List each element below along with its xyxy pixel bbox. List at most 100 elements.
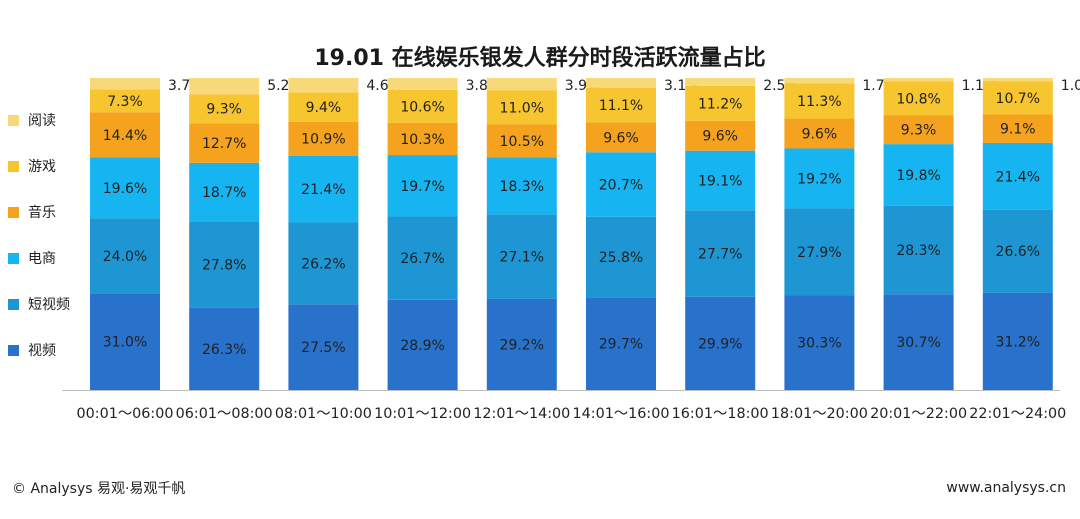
bar-segment <box>486 124 557 158</box>
x-tick-label: 06:01～08:00 <box>176 406 273 422</box>
data-label: 27.9% <box>797 245 841 261</box>
data-label: 29.9% <box>698 336 742 352</box>
bar-segment <box>387 299 458 390</box>
data-label: 29.7% <box>599 337 643 353</box>
bar-segment <box>982 81 1053 115</box>
bar-segment <box>883 81 954 116</box>
bar-segment <box>883 115 954 145</box>
website-url: www.analysys.cn <box>946 480 1066 496</box>
legend-label: 音乐 <box>28 205 56 221</box>
data-label: 31.2% <box>996 334 1040 350</box>
chart-title: 19.01 在线娱乐银发人群分时段活跃流量占比 <box>314 46 766 71</box>
legend: 阅读 游戏 音乐 电商 短视频 视频 <box>8 110 88 386</box>
x-tick-label: 10:01～12:00 <box>374 406 471 422</box>
data-label: 10.3% <box>400 132 444 148</box>
bar-segment <box>189 307 260 390</box>
bar-segment <box>486 298 557 390</box>
data-label: 14.4% <box>103 128 147 144</box>
bar-segment <box>189 123 260 163</box>
bar-segment <box>982 292 1053 390</box>
x-tick-label: 00:01～06:00 <box>77 406 174 422</box>
bar-segment <box>288 155 359 223</box>
bar-segment <box>883 78 954 82</box>
data-label: 1.0% <box>1061 78 1080 94</box>
data-label: 27.5% <box>301 340 345 356</box>
bar-segment <box>90 89 160 113</box>
legend-item: 游戏 <box>8 156 88 176</box>
bar-segment <box>288 78 359 93</box>
bar-segment <box>586 297 656 390</box>
data-label: 27.1% <box>500 250 544 266</box>
legend-swatch <box>8 298 19 310</box>
bar-segment <box>189 162 260 222</box>
data-label: 26.6% <box>996 244 1040 260</box>
bar-segment <box>685 210 756 297</box>
legend-swatch <box>8 206 19 218</box>
data-label: 9.1% <box>1000 122 1036 138</box>
data-label: 10.8% <box>896 91 940 107</box>
bar-segment <box>90 218 160 294</box>
bar-segment <box>685 296 756 390</box>
bar-segment <box>883 205 954 295</box>
data-label: 19.2% <box>797 171 841 187</box>
data-label: 25.8% <box>599 250 643 266</box>
data-label: 19.7% <box>400 179 444 195</box>
x-tick-label: 12:01～14:00 <box>473 406 570 422</box>
data-label: 10.6% <box>400 99 444 115</box>
bar-segment <box>387 155 458 217</box>
bar-segment <box>982 209 1053 293</box>
bar-segment <box>784 148 855 209</box>
bar-segment <box>883 144 954 206</box>
bar-segment <box>90 78 160 90</box>
legend-label: 短视频 <box>28 297 70 313</box>
data-label: 29.2% <box>500 337 544 353</box>
bar-segment <box>982 78 1053 82</box>
data-label: 27.7% <box>698 247 742 263</box>
bar-segment <box>685 78 756 86</box>
x-tick-label: 16:01～18:00 <box>672 406 769 422</box>
data-label: 21.4% <box>996 169 1040 185</box>
data-label: 10.7% <box>996 91 1040 107</box>
data-label: 11.2% <box>698 96 742 112</box>
data-label: 18.7% <box>202 185 246 201</box>
data-label: 30.3% <box>797 336 841 352</box>
bar-segment <box>486 157 557 215</box>
legend-item: 短视频 <box>8 294 88 314</box>
data-label: 21.4% <box>301 182 345 198</box>
bar-segment <box>784 78 855 84</box>
data-label: 24.0% <box>103 249 147 265</box>
bar-segment <box>685 85 756 121</box>
bar-segment <box>288 121 359 156</box>
data-label: 26.7% <box>400 251 444 267</box>
data-label: 31.0% <box>103 335 147 351</box>
data-label: 10.9% <box>301 132 345 148</box>
legend-label: 电商 <box>28 251 56 267</box>
bar-segment <box>387 122 458 156</box>
data-label: 12.7% <box>202 136 246 152</box>
bar-segment <box>784 208 855 296</box>
bar-segment <box>288 304 359 390</box>
data-label: 9.3% <box>901 123 937 139</box>
data-label: 26.2% <box>301 256 345 272</box>
data-label: 11.3% <box>797 94 841 110</box>
x-tick-label: 14:01～16:00 <box>573 406 670 422</box>
data-label: 18.3% <box>500 179 544 195</box>
bar-segment <box>486 90 557 125</box>
legend-swatch <box>8 252 19 264</box>
bar-segment <box>189 94 260 124</box>
legend-item: 音乐 <box>8 202 88 222</box>
data-label: 11.1% <box>599 98 643 114</box>
data-label: 28.9% <box>400 338 444 354</box>
x-tick-label: 20:01～22:00 <box>870 406 967 422</box>
data-label: 27.8% <box>202 258 246 274</box>
data-label: 19.6% <box>103 181 147 197</box>
copyright-text: © Analysys 易观·易观千帆 <box>12 481 186 497</box>
x-tick-label: 22:01～24:00 <box>969 406 1066 422</box>
data-label: 10.5% <box>500 134 544 150</box>
bar-segment <box>288 222 359 305</box>
bar-segment <box>982 142 1053 210</box>
bar-segment <box>982 114 1053 143</box>
legend-item: 阅读 <box>8 110 88 130</box>
data-label: 9.6% <box>802 127 838 143</box>
bar-segment <box>784 83 855 119</box>
